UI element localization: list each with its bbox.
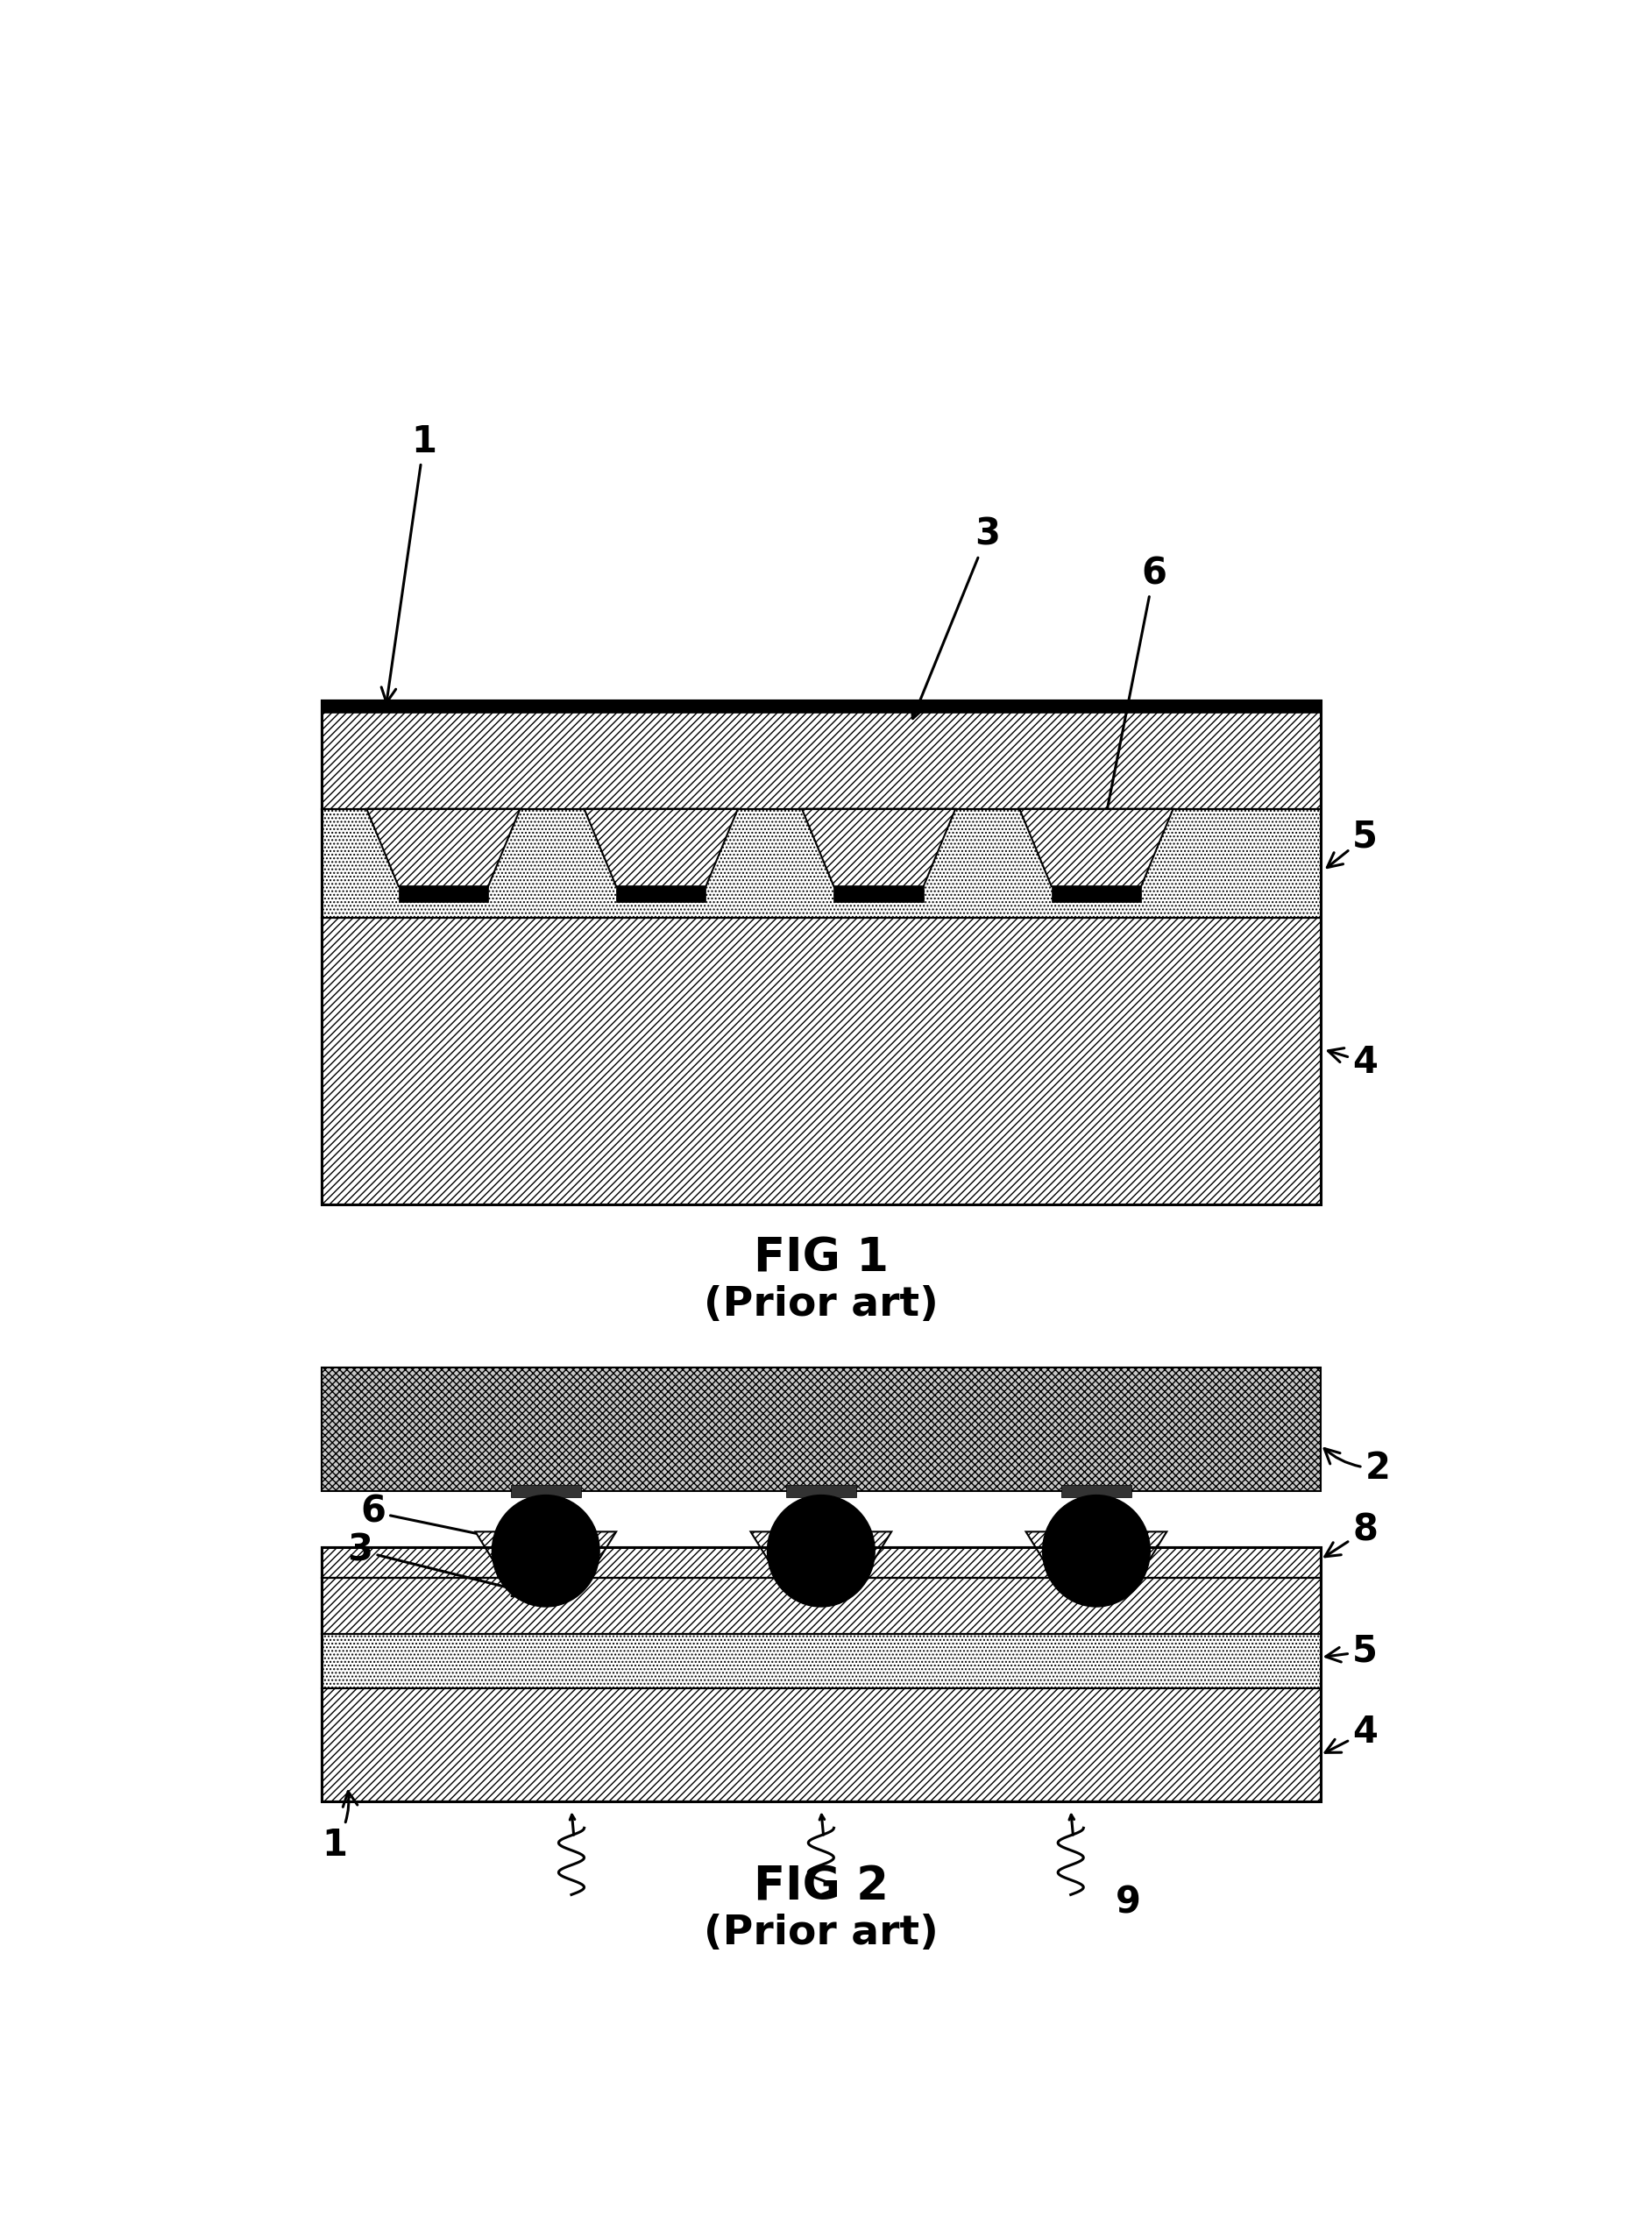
Bar [780,1525,862,1538]
Bar [322,1689,1320,1802]
Text: 1: 1 [322,1791,357,1864]
Text: (Prior art): (Prior art) [704,1915,938,1952]
Text: FIG 1: FIG 1 [753,1237,889,1281]
Polygon shape [585,809,738,886]
Bar [398,886,489,902]
Bar [510,1485,582,1498]
Ellipse shape [1042,1496,1150,1607]
Bar [786,1485,856,1498]
Polygon shape [1019,809,1173,886]
Bar [504,1525,588,1538]
Bar [322,700,1320,714]
Text: 8: 8 [1325,1511,1378,1556]
Bar [1061,1485,1132,1498]
Text: (Prior art): (Prior art) [704,1285,938,1325]
Ellipse shape [767,1496,876,1607]
Bar [1054,1525,1138,1538]
Text: 5: 5 [1327,818,1378,866]
Polygon shape [476,1531,616,1578]
Bar [322,917,1320,1206]
Text: 4: 4 [1328,1044,1378,1081]
Bar [1051,886,1142,902]
Text: 5: 5 [1327,1633,1378,1671]
Text: 6: 6 [360,1494,515,1545]
Polygon shape [750,1531,892,1578]
Bar [616,886,705,902]
Text: FIG 2: FIG 2 [753,1864,889,1910]
Bar [322,1547,1320,1578]
Text: 6: 6 [1100,554,1166,827]
Text: 3: 3 [912,516,999,718]
Bar [322,700,1320,1206]
Bar [322,1547,1320,1802]
Bar [322,1633,1320,1689]
Bar [322,1367,1320,1491]
Polygon shape [801,809,955,886]
Bar [510,1540,582,1551]
Bar [322,1578,1320,1633]
Bar [1061,1540,1132,1551]
Text: 3: 3 [347,1531,527,1596]
Text: 9: 9 [1115,1884,1142,1921]
Bar [322,809,1320,917]
Ellipse shape [492,1496,600,1607]
Bar [786,1540,856,1551]
Bar [834,886,923,902]
Text: 4: 4 [1325,1713,1378,1753]
Polygon shape [1026,1531,1166,1578]
Text: 2: 2 [1325,1449,1391,1487]
Polygon shape [367,809,520,886]
Bar [322,700,1320,809]
Text: 1: 1 [382,423,436,702]
